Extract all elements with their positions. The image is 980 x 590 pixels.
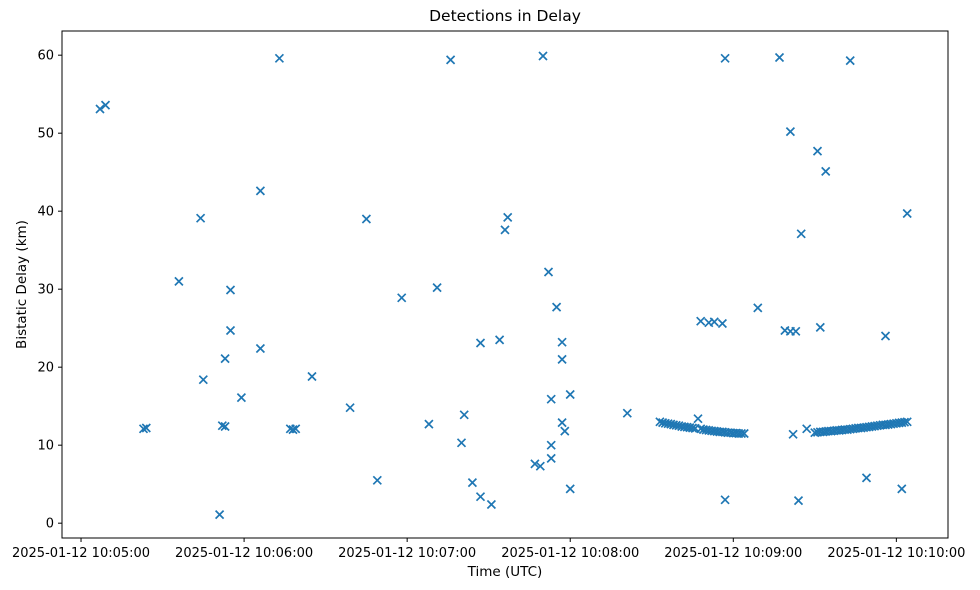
data-point bbox=[538, 51, 548, 61]
data-point bbox=[467, 477, 478, 488]
data-point bbox=[557, 354, 567, 365]
data-point bbox=[345, 403, 355, 413]
data-point bbox=[802, 424, 812, 434]
y-tick-label: 30 bbox=[37, 283, 54, 298]
x-tick-label: 2025-01-12 10:06:00 bbox=[175, 546, 313, 561]
data-point bbox=[274, 53, 285, 63]
data-point bbox=[880, 331, 891, 341]
data-point bbox=[560, 426, 570, 436]
y-tick-label: 0 bbox=[46, 517, 54, 532]
data-point bbox=[397, 293, 407, 303]
x-tick-label: 2025-01-12 10:05:00 bbox=[12, 546, 150, 561]
data-point bbox=[494, 335, 505, 345]
data-point bbox=[100, 100, 111, 110]
data-point bbox=[95, 104, 105, 114]
data-point bbox=[225, 285, 236, 295]
data-point bbox=[217, 421, 227, 431]
data-point bbox=[557, 417, 567, 428]
data-point bbox=[546, 440, 556, 450]
data-point bbox=[546, 394, 556, 404]
x-tick-label: 2025-01-12 10:07:00 bbox=[338, 546, 476, 561]
data-point bbox=[475, 338, 486, 348]
data-point bbox=[815, 322, 825, 333]
data-point bbox=[198, 375, 208, 385]
y-tick-label: 40 bbox=[37, 205, 54, 220]
data-point bbox=[255, 186, 266, 196]
data-point bbox=[432, 282, 442, 293]
y-tick-label: 50 bbox=[37, 127, 54, 142]
data-point bbox=[530, 459, 540, 469]
data-point bbox=[459, 410, 469, 420]
data-point bbox=[655, 417, 665, 427]
data-point bbox=[141, 423, 151, 433]
data-point bbox=[693, 414, 703, 424]
data-point bbox=[372, 475, 382, 485]
y-tick-label: 10 bbox=[37, 439, 54, 454]
data-point bbox=[774, 52, 785, 63]
data-point bbox=[812, 146, 823, 156]
data-point bbox=[902, 417, 912, 427]
data-point bbox=[220, 353, 230, 364]
data-point bbox=[225, 325, 236, 336]
data-point bbox=[720, 495, 730, 505]
data-point bbox=[687, 423, 698, 433]
data-point bbox=[255, 343, 266, 354]
data-point bbox=[861, 473, 872, 483]
data-point bbox=[845, 55, 855, 66]
data-point bbox=[796, 229, 806, 239]
data-point bbox=[720, 53, 730, 63]
data-point bbox=[791, 326, 801, 336]
x-tick-label: 2025-01-12 10:09:00 bbox=[664, 546, 802, 561]
data-point bbox=[475, 492, 486, 502]
chart-title: Detections in Delay bbox=[429, 7, 581, 25]
data-point bbox=[503, 212, 513, 223]
data-point bbox=[565, 389, 575, 400]
data-point bbox=[897, 484, 907, 494]
data-point bbox=[195, 213, 206, 223]
data-point bbox=[236, 392, 247, 403]
data-point bbox=[709, 317, 719, 327]
data-point bbox=[902, 208, 912, 219]
data-point bbox=[214, 509, 225, 520]
data-point bbox=[291, 424, 301, 434]
data-point bbox=[696, 316, 706, 326]
data-point bbox=[456, 438, 467, 448]
data-point bbox=[307, 371, 317, 382]
data-point bbox=[220, 421, 230, 432]
data-point bbox=[622, 408, 632, 418]
data-point bbox=[788, 429, 798, 439]
data-point bbox=[793, 495, 804, 506]
data-point bbox=[361, 214, 372, 224]
y-axis-label: Bistatic Delay (km) bbox=[14, 220, 30, 349]
data-point bbox=[717, 318, 728, 329]
data-point bbox=[535, 461, 545, 471]
data-point bbox=[546, 453, 556, 464]
data-point bbox=[736, 428, 747, 439]
x-axis-label: Time (UTC) bbox=[467, 564, 543, 580]
data-point bbox=[557, 337, 567, 347]
data-point bbox=[174, 276, 184, 287]
data-point bbox=[785, 126, 796, 137]
data-point bbox=[486, 499, 497, 510]
plot-border bbox=[61, 30, 949, 539]
x-tick-label: 2025-01-12 10:10:00 bbox=[827, 546, 965, 561]
data-point bbox=[739, 428, 749, 439]
data-point bbox=[551, 302, 562, 312]
y-tick-label: 20 bbox=[37, 361, 54, 376]
x-tick-label: 2025-01-12 10:08:00 bbox=[501, 546, 639, 561]
plot-area: 0 10 20 30 40 50 60 2025-01-12 10:05:00 2025-01-… bbox=[12, 30, 965, 561]
data-point bbox=[288, 424, 298, 435]
data-point bbox=[445, 55, 456, 65]
y-tick-label: 60 bbox=[37, 49, 54, 64]
data-point bbox=[500, 225, 510, 235]
data-point bbox=[565, 484, 575, 494]
data-point bbox=[543, 267, 554, 277]
data-point bbox=[821, 166, 831, 177]
data-point bbox=[424, 419, 434, 429]
data-point bbox=[753, 303, 763, 313]
data-point bbox=[138, 424, 149, 434]
data-point bbox=[899, 417, 910, 427]
